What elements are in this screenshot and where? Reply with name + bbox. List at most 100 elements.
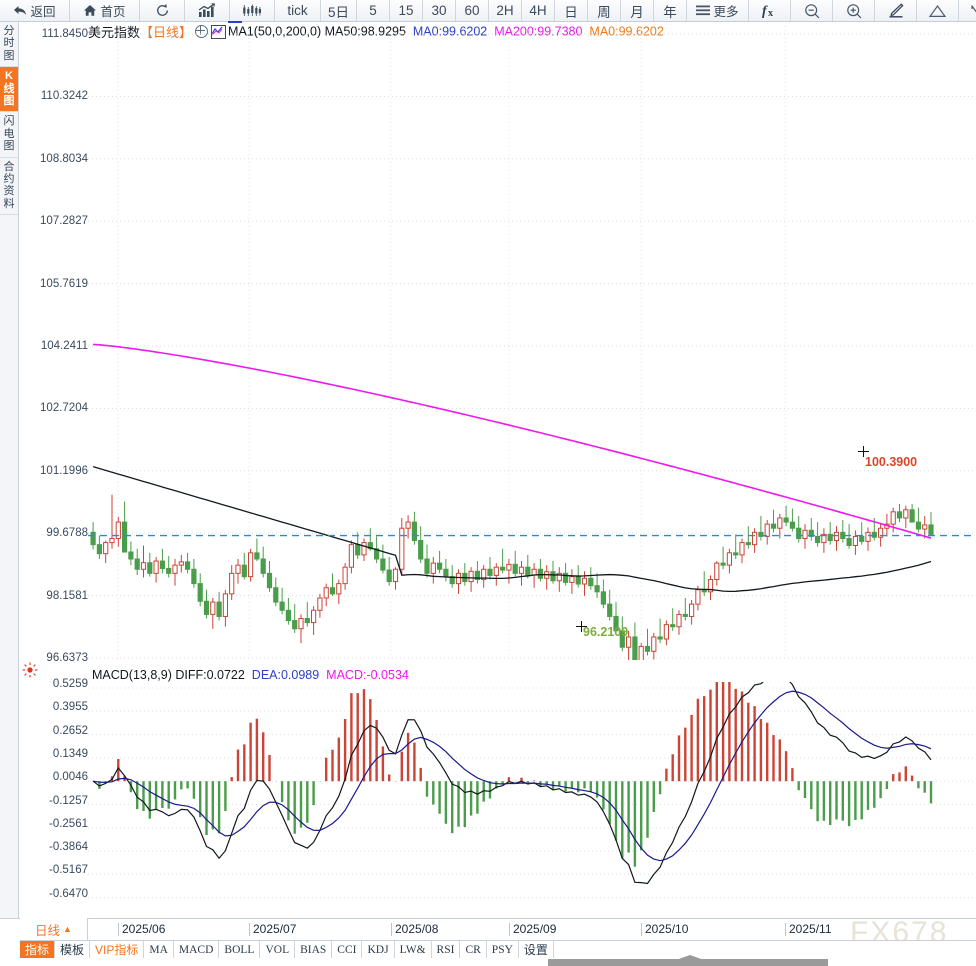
indicator-tab-cci[interactable]: CCI <box>332 941 363 958</box>
macd-axis-tick: -0.1257 <box>48 794 88 807</box>
indicator-tab-vip[interactable]: VIP指标 <box>90 941 145 958</box>
price-axis-tick: 105.7619 <box>40 277 88 290</box>
zoom-in-button[interactable] <box>833 0 875 21</box>
crosshair-toggle-icon[interactable] <box>195 25 209 38</box>
shape-button[interactable] <box>917 0 959 21</box>
period-week-button-label: 周 <box>597 4 611 20</box>
macd-axis-tick: 0.0046 <box>52 771 88 784</box>
indicator-tab-boll[interactable]: BOLL <box>219 941 261 958</box>
sidebar-item-lightning[interactable]: 闪电图 <box>0 112 18 158</box>
ma-indicator-icon[interactable] <box>211 24 227 39</box>
indicator-tab-kdj[interactable]: KDJ <box>362 941 395 958</box>
macd-dea-value: DEA:0.0989 <box>251 668 320 682</box>
price-axis-tick: 110.3242 <box>40 90 88 103</box>
triangle-icon <box>929 4 946 18</box>
indicator-tab-rsi[interactable]: RSI <box>432 941 461 958</box>
collapse-button[interactable] <box>959 0 976 21</box>
indicator-tab-cr[interactable]: CR <box>460 941 487 958</box>
period-30min-button[interactable]: 30 <box>423 0 456 21</box>
sidebar-item-char: 图 <box>3 49 15 62</box>
period-15min-button-label: 15 <box>398 3 414 18</box>
period-5day-button-label: 5日 <box>327 4 349 20</box>
chart-header-info: 美元指数【日线】 MA1(50,0,200,0) MA50:98.9295 MA… <box>88 22 664 40</box>
sidebar-item-char: 时 <box>3 37 15 50</box>
pencil-icon <box>888 3 904 18</box>
sidebar-item-contract[interactable]: 合约资料 <box>0 158 18 216</box>
sidebar-item-char: 图 <box>3 140 15 153</box>
ma50-value: MA50:98.9295 <box>324 24 406 39</box>
price-axis-tick: 111.8450 <box>41 28 88 40</box>
settings-sun-icon[interactable] <box>22 662 38 678</box>
candlestick-icon <box>242 3 262 18</box>
home-button[interactable]: 首页 <box>70 0 140 21</box>
period-month-button[interactable]: 月 <box>621 0 654 21</box>
high-price-label: 100.3900 <box>865 455 918 469</box>
scrollbar-thumb[interactable] <box>548 955 828 966</box>
period-tick-button[interactable]: tick <box>275 0 321 21</box>
macd-axis-tick: -0.5167 <box>48 864 88 877</box>
price-axis-tick: 96.6373 <box>46 652 88 664</box>
refresh-button[interactable] <box>140 0 185 21</box>
home-button-label: 首页 <box>100 5 126 19</box>
candlestick-plot[interactable] <box>88 26 976 660</box>
period-year-button[interactable]: 年 <box>654 0 687 21</box>
more-menu-button[interactable]: 更多 <box>687 0 749 21</box>
price-axis-tick: 104.2411 <box>40 340 88 352</box>
period-4h-button-label: 4H <box>529 3 547 18</box>
macd-axis-tick: 0.2652 <box>52 724 88 737</box>
indicator-tab-ma[interactable]: MA <box>144 941 174 958</box>
date-axis-tick: 2025/10 <box>641 923 688 936</box>
date-axis-bar <box>0 918 976 940</box>
period-2h-button-label: 2H <box>496 3 514 18</box>
sidebar-item-char: 料 <box>3 197 15 210</box>
period-tick-button-label: tick <box>287 3 308 18</box>
period-60min-button[interactable]: 60 <box>456 0 489 21</box>
period-5min-button-label: 5 <box>369 3 377 18</box>
period-5min-button[interactable]: 5 <box>357 0 390 21</box>
indicator-tab-psy[interactable]: PSY <box>487 941 519 958</box>
period-day-button[interactable]: 日 <box>555 0 588 21</box>
candle-chart-button[interactable] <box>230 0 275 21</box>
sidebar-item-timeshare[interactable]: 分时图 <box>0 22 18 68</box>
back-button[interactable]: 返回 <box>0 0 70 21</box>
low-marker-crosshair <box>576 621 587 632</box>
indicator-tab-settings[interactable]: 设置 <box>519 941 554 958</box>
refresh-icon <box>155 3 170 18</box>
sidebar-item-char: 约 <box>3 173 15 186</box>
price-axis-tick: 101.1996 <box>40 464 88 477</box>
hamburger-icon <box>696 5 711 16</box>
macd-axis-tick: 0.3955 <box>52 701 88 714</box>
period-selector-arrow-icon: ▲ <box>63 924 72 934</box>
indicator-tab-moban[interactable]: 模板 <box>55 941 91 958</box>
indicator-bar-filler <box>554 941 976 958</box>
sidebar-item-char: 电 <box>3 127 15 140</box>
macd-axis-tick: -0.2561 <box>48 817 88 830</box>
chevron-down-icon <box>971 4 976 18</box>
indicator-tab-macd[interactable]: MACD <box>174 941 220 958</box>
scrollbar-track[interactable] <box>0 958 976 966</box>
indicator-tab-bias[interactable]: BIAS <box>295 941 333 958</box>
indicator-tab-vol[interactable]: VOL <box>260 941 296 958</box>
price-axis-tick: 98.1581 <box>46 589 88 602</box>
period-4h-button[interactable]: 4H <box>522 0 555 21</box>
period-2h-button[interactable]: 2H <box>489 0 522 21</box>
zoom-out-button[interactable] <box>791 0 833 21</box>
period-15min-button[interactable]: 15 <box>390 0 423 21</box>
period-week-button[interactable]: 周 <box>588 0 621 21</box>
indicator-tab-zhibiao[interactable]: 指标 <box>20 941 56 958</box>
date-axis-tick: 2025/06 <box>118 923 165 936</box>
indicator-tab-lwr[interactable]: LW& <box>395 941 432 958</box>
draw-button[interactable] <box>875 0 917 21</box>
active-tool-underline <box>228 21 242 23</box>
sidebar-item-char: 分 <box>3 25 15 37</box>
trend-chart-button[interactable] <box>185 0 230 21</box>
period-5day-button[interactable]: 5日 <box>321 0 357 21</box>
sidebar-item-char: 闪 <box>3 115 15 128</box>
sidebar-item-char: 合 <box>3 160 15 173</box>
ma0-secondary-value: MA0:99.6202 <box>589 24 664 39</box>
period-selector-button[interactable]: 日线 ▲ <box>20 918 88 940</box>
macd-plot[interactable] <box>88 682 976 910</box>
